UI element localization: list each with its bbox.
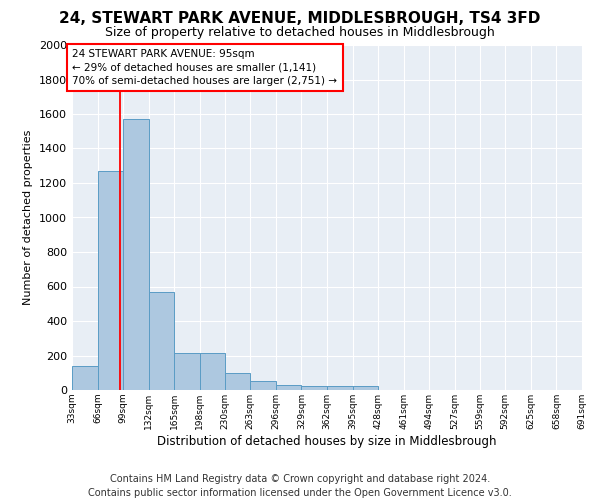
Bar (175, 353, 200, 390)
Bar (224, 373, 250, 390)
X-axis label: Distribution of detached houses by size in Middlesbrough: Distribution of detached houses by size … (157, 434, 497, 448)
Text: 24, STEWART PARK AVENUE, MIDDLESBROUGH, TS4 3FD: 24, STEWART PARK AVENUE, MIDDLESBROUGH, … (59, 11, 541, 26)
Text: Contains HM Land Registry data © Crown copyright and database right 2024.
Contai: Contains HM Land Registry data © Crown c… (88, 474, 512, 498)
Bar (98, 171, 123, 390)
Y-axis label: Number of detached properties: Number of detached properties (23, 130, 34, 305)
Bar (353, 386, 378, 390)
Bar (301, 386, 327, 390)
Bar (250, 382, 276, 390)
Text: Size of property relative to detached houses in Middlesbrough: Size of property relative to detached ho… (105, 26, 495, 39)
Bar (327, 386, 353, 390)
Bar (276, 385, 301, 390)
Bar (72, 366, 98, 390)
Text: 24 STEWART PARK AVENUE: 95sqm
← 29% of detached houses are smaller (1,141)
70% o: 24 STEWART PARK AVENUE: 95sqm ← 29% of d… (73, 50, 337, 86)
Bar (149, 292, 175, 390)
Bar (123, 119, 149, 390)
Bar (200, 353, 224, 390)
